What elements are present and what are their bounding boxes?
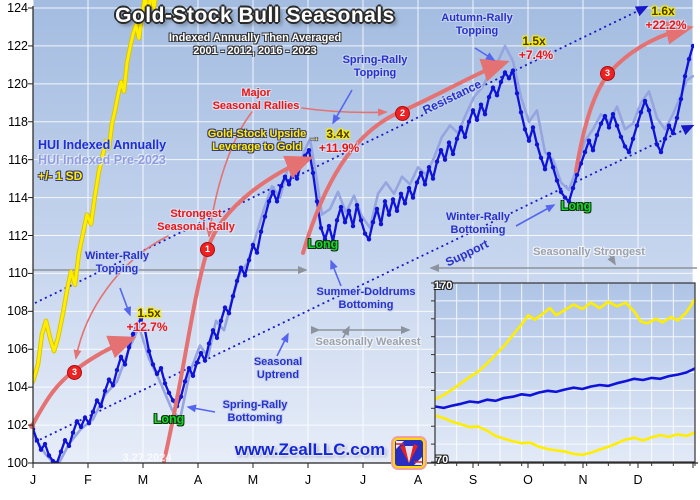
inset-series-2: [434, 367, 696, 410]
weakest-pointer-arrow: [341, 325, 350, 339]
support-line: [34, 124, 695, 443]
strongest-pointer-arrow: [607, 253, 616, 266]
avg-line: [33, 44, 694, 463]
pointer-to-1: [206, 111, 253, 238]
pointer-to-3: [73, 235, 169, 360]
sd-line: [33, 0, 157, 383]
seasonal-uptrend-arrow: [276, 332, 289, 357]
trendlines: [34, 5, 695, 443]
pointer-to-2: [301, 107, 388, 117]
main-series: [33, 0, 694, 463]
autumn-rally-arrow: [301, 58, 510, 255]
autumn-topping-arrow: [474, 47, 496, 61]
summer-doldrums-arrow: [330, 259, 342, 287]
pre2023-line: [33, 44, 694, 463]
zeal-logo: [391, 436, 427, 470]
winter-bottoming-arrow: [515, 204, 556, 227]
logo-fan: [400, 444, 418, 463]
spring-bottoming-arrow: [186, 404, 216, 413]
label-pointer-arrows: [119, 47, 556, 413]
winter-topping-arrow: [119, 287, 131, 317]
spring-topping-arrow: [332, 89, 353, 125]
inset-series-1: [434, 414, 696, 457]
inset-series-0: [434, 298, 697, 401]
inset-chart: [431, 282, 697, 466]
